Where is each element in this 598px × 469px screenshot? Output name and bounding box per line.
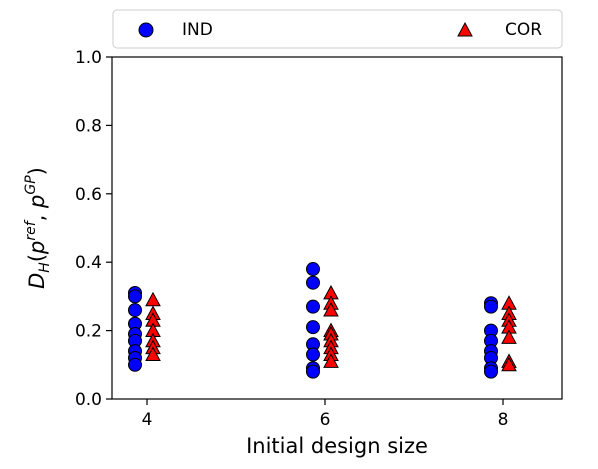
y-tick-label: 0.2 xyxy=(75,322,102,342)
cor-point xyxy=(323,353,339,368)
legend-ind-marker xyxy=(138,22,154,38)
legend-box xyxy=(112,9,563,49)
ind-point xyxy=(306,364,320,379)
x-axis: 4 6 8 xyxy=(142,399,509,430)
ind-point xyxy=(306,320,320,335)
cor-point xyxy=(145,346,161,361)
x-tick-label: 6 xyxy=(320,410,331,430)
ind-point xyxy=(128,357,142,372)
ind-point xyxy=(128,303,142,318)
cor-point xyxy=(323,302,339,317)
x-tick-label: 8 xyxy=(498,410,509,430)
y-tick-label: 0.4 xyxy=(75,253,102,273)
y-axis-label: DH(pref, pGP) xyxy=(23,167,53,289)
cor-point xyxy=(501,356,517,372)
legend: IND COR xyxy=(112,9,563,49)
ind-point xyxy=(484,364,498,379)
cor-point xyxy=(145,291,161,307)
ind-point xyxy=(306,299,320,314)
plot-area xyxy=(111,56,563,400)
cor-point xyxy=(501,329,517,344)
y-tick-label: 0.6 xyxy=(75,185,102,205)
y-tick-label: 1.0 xyxy=(75,48,102,68)
legend-cor-label: COR xyxy=(505,20,542,40)
ind-point xyxy=(306,275,320,290)
y-axis: 0.0 0.2 0.4 0.6 0.8 1.0 xyxy=(75,48,112,410)
data-points xyxy=(128,262,517,379)
x-axis-label: Initial design size xyxy=(246,434,428,458)
x-tick-label: 4 xyxy=(142,410,153,430)
ind-point xyxy=(484,299,498,314)
ind-point xyxy=(306,347,320,362)
legend-ind-label: IND xyxy=(182,20,213,40)
y-tick-label: 0.0 xyxy=(75,390,102,410)
ind-point xyxy=(306,262,320,277)
ind-point xyxy=(128,289,142,304)
y-tick-label: 0.8 xyxy=(75,116,102,136)
legend-cor-marker xyxy=(457,21,473,37)
